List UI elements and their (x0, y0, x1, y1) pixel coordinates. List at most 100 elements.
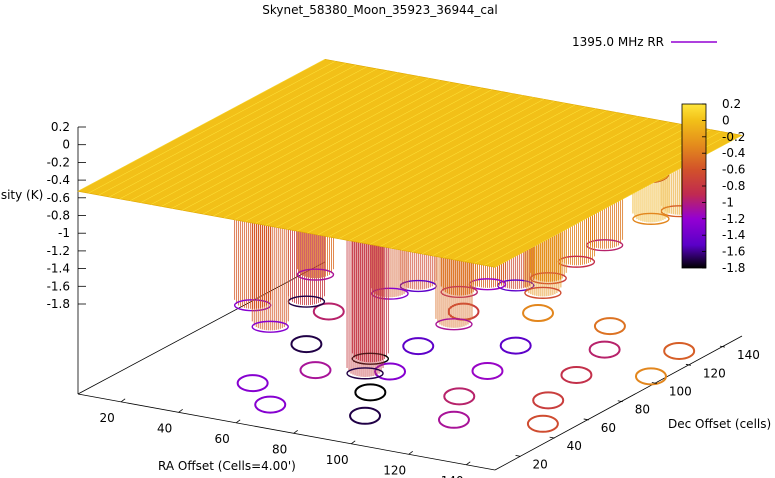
y-tick-label: 60 (601, 421, 616, 435)
z-tick-label: -1.2 (47, 244, 70, 258)
x-axis-label: RA Offset (Cells=4.00') (158, 459, 296, 473)
x-tick-mark (178, 409, 183, 413)
surface-mesh-line (401, 117, 649, 251)
contour-ring (526, 414, 559, 433)
contour-ring (593, 317, 626, 336)
contour-ring (532, 391, 565, 410)
surface-mesh-line (171, 76, 419, 209)
x-tick-mark (235, 419, 241, 424)
contour-ring (402, 337, 435, 356)
z-tick-label: 0 (62, 138, 70, 152)
surface-mesh-line (317, 102, 565, 236)
x-tick-label: 120 (383, 463, 406, 477)
colorbar-tick-label: 0 (722, 113, 730, 127)
contour-ring (499, 336, 532, 355)
colorbar-tick-label: -0.4 (722, 146, 745, 160)
contour-ring (471, 361, 504, 380)
y-tick-mark (515, 454, 521, 457)
y-tick-mark (617, 400, 623, 403)
contour-ring (236, 374, 269, 393)
y-tick-label: 100 (669, 385, 692, 399)
colorbar-tick-label: -0.8 (722, 179, 745, 193)
surface-mesh-line (223, 85, 472, 219)
surface-mesh-line (213, 83, 461, 217)
legend-label: 1395.0 MHz RR (572, 35, 664, 49)
surface-mesh-line (380, 114, 628, 247)
surface-mesh-line (421, 121, 670, 255)
y-tick-mark (685, 363, 691, 366)
surface-mesh-line (328, 104, 576, 238)
surface-mesh-line (161, 74, 409, 207)
y-tick-mark (583, 418, 589, 421)
contour-ring (634, 367, 667, 386)
surface-mesh-line (109, 64, 357, 198)
x-tick-label: 140 (441, 474, 464, 478)
contour-ring (349, 406, 382, 425)
well-bottom (346, 367, 384, 380)
well-bottom (632, 212, 670, 225)
surface-mesh-line (130, 68, 378, 201)
colorbar-tick-label: -0.2 (722, 130, 745, 144)
x-ticks: 20 40 60 80 100 120 140 (99, 398, 471, 478)
surface-mesh-line (453, 127, 701, 260)
contour-ring (290, 335, 323, 354)
contour-ring (560, 365, 593, 384)
colorbar-tick-label: -1.8 (722, 261, 745, 275)
surface-mesh-line (265, 93, 513, 226)
surface-mesh-line (359, 110, 607, 243)
contour-ring (437, 410, 470, 429)
y-tick-label: 40 (567, 439, 582, 453)
well-bottom (233, 299, 272, 312)
colorbar-tick-label: -1.4 (722, 228, 745, 242)
z-tick-label: 0.2 (51, 120, 70, 134)
well-bottom (296, 268, 335, 281)
colorbar-tick-label: -0.6 (722, 163, 745, 177)
x-tick-mark (466, 461, 471, 466)
surface-mesh-line (88, 60, 336, 194)
z-tick-label: -0.4 (47, 173, 70, 187)
z-tick-label: -0.2 (47, 155, 70, 169)
y-tick-label: 120 (703, 366, 726, 380)
surface-mesh-line (150, 72, 399, 205)
contour-ring (443, 387, 476, 406)
surface-mesh-line (182, 78, 430, 211)
surface-mesh-line (275, 95, 524, 228)
z-tick-label: -1.4 (47, 262, 70, 276)
colorbar-tick-label: -1 (722, 195, 734, 209)
contour-ring (312, 302, 345, 321)
surface-mesh-line (369, 112, 618, 245)
colorbar-ticks: 0.2 0 -0.2 -0.4 -0.6 -0.8 -1 -1.2 -1.4 -1.6 -1.8 (702, 97, 745, 275)
contour-ring (588, 340, 621, 359)
colorbar-tick-label: 0.2 (722, 97, 741, 111)
surface-top (77, 58, 743, 268)
y-tick-label: 140 (737, 348, 760, 362)
y-ticks: 20 40 60 80 100 120 140 (515, 345, 760, 471)
contour-ring (299, 361, 332, 380)
z-tick-label: -1 (58, 226, 70, 240)
x-tick-mark (120, 398, 126, 403)
legend: 1395.0 MHz RR (572, 35, 717, 49)
x-tick-label: 80 (272, 442, 287, 456)
x-tick-label: 20 (99, 411, 114, 425)
surface-mesh-line (348, 108, 597, 241)
chart-title: Skynet_58380_Moon_35923_36944_cal (262, 3, 497, 17)
y-tick-mark (651, 382, 657, 384)
base-edge-right (494, 335, 743, 471)
contour-ring (354, 383, 387, 402)
z-ticks: 0.2 0 -0.2 -0.4 -0.6 -0.8 -1 -1.2 -1.4 -1.6 -1.8 (47, 120, 86, 311)
x-tick-label: 40 (157, 421, 172, 435)
well-bottom (524, 286, 562, 299)
contour-ring (254, 395, 287, 414)
colorbar-tick-label: -1.2 (722, 212, 745, 226)
surface-mesh-line (307, 100, 555, 234)
x-tick-mark (293, 429, 298, 434)
surface-mesh-line (244, 89, 492, 222)
surface-mesh-line (411, 119, 659, 253)
well-bottom (440, 285, 478, 299)
z-tick-label: -0.8 (47, 209, 70, 223)
x-tick-label: 100 (326, 453, 349, 467)
y-axis-label: Dec Offset (cells) (668, 417, 771, 431)
z-axis-label: Intensity (K) (0, 188, 43, 202)
well-bottom (435, 318, 473, 331)
